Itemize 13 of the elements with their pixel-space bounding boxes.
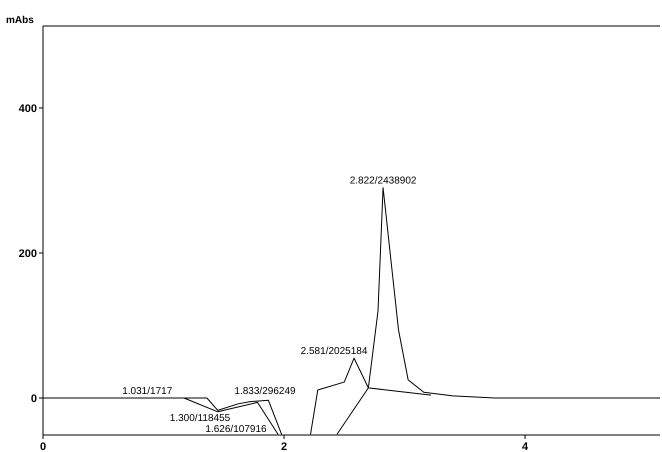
annotation: 1.626/107916 (205, 424, 268, 435)
annotation: 1.300/118455 (170, 413, 231, 424)
y-tick-label: 0 (30, 392, 37, 405)
x-tick-label: 0 (40, 441, 46, 452)
annotation: 1.031/1717 (122, 386, 173, 398)
x-tick-label: 4 (522, 441, 529, 452)
y-tick-label: 400 (18, 102, 37, 115)
annotation: 1.833/296249 (234, 386, 296, 397)
x-tick-label: 2 (280, 441, 288, 452)
y-axis-title: mAbs (6, 15, 34, 26)
annotation: 2.581/2025184 (300, 346, 368, 358)
annotation: 2.822/2438902 (350, 176, 417, 187)
y-tick-label: 200 (18, 248, 37, 260)
